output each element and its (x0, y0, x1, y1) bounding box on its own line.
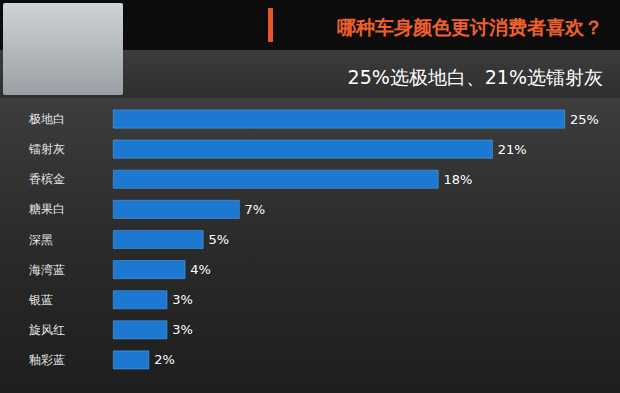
svg-text:镭射灰: 镭射灰 (28, 142, 65, 156)
svg-text:25%选极地白、21%选镭射灰: 25%选极地白、21%选镭射灰 (348, 66, 603, 88)
svg-text:糖果白: 糖果白 (29, 202, 65, 216)
svg-text:旋风红: 旋风红 (29, 323, 65, 337)
svg-text:18%: 18% (443, 172, 472, 187)
svg-text:4%: 4% (190, 262, 211, 277)
svg-text:25%: 25% (570, 112, 599, 127)
svg-text:5%: 5% (208, 232, 229, 247)
svg-text:3%: 3% (172, 292, 193, 307)
svg-text:釉彩蓝: 釉彩蓝 (29, 353, 65, 367)
svg-text:深黑: 深黑 (29, 233, 53, 247)
svg-text:哪种车身颜色更讨消费者喜欢？: 哪种车身颜色更讨消费者喜欢？ (337, 16, 603, 38)
svg-text:海湾蓝: 海湾蓝 (29, 263, 65, 277)
svg-text:2%: 2% (154, 352, 175, 367)
svg-text:3%: 3% (172, 322, 193, 337)
svg-text:7%: 7% (245, 202, 266, 217)
svg-text:极地白: 极地白 (28, 112, 65, 126)
svg-text:香槟金: 香槟金 (29, 172, 65, 186)
svg-text:银蓝: 银蓝 (28, 293, 53, 307)
svg-text:21%: 21% (498, 142, 527, 157)
